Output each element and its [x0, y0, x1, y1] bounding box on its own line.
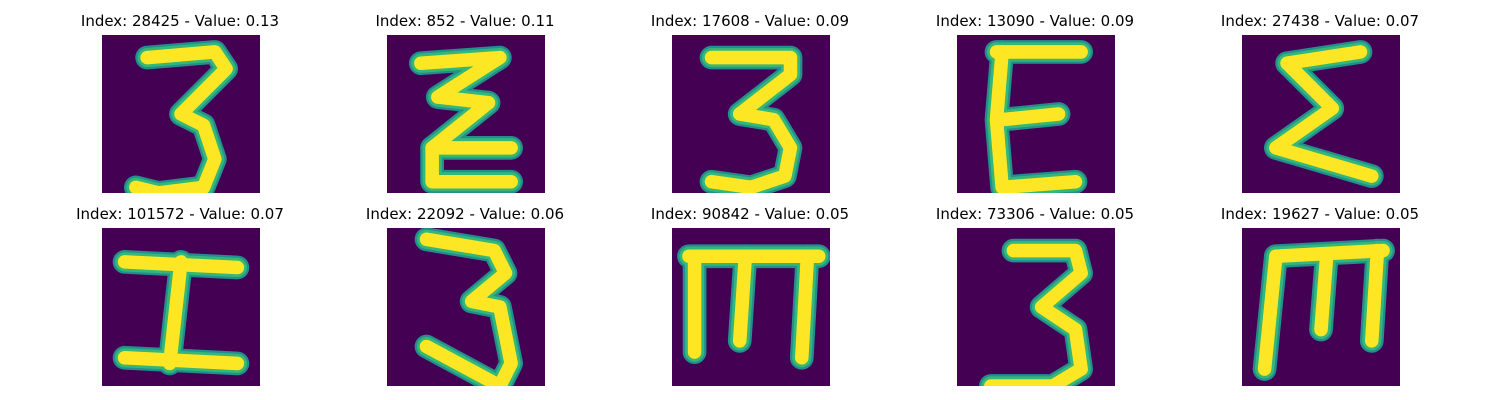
glyph-stroke: [1257, 249, 1283, 376]
image-panel: Index: 22092 - Value: 0.06: [350, 205, 580, 395]
panel-title: Index: 19627 - Value: 0.05: [1220, 205, 1420, 223]
glyph-stroke: [129, 45, 233, 193]
image-panel: Index: 90842 - Value: 0.05: [635, 205, 865, 395]
panel-title: Index: 22092 - Value: 0.06: [365, 205, 565, 223]
image-panel: Index: 852 - Value: 0.11: [350, 12, 580, 202]
panel-title: Index: 27438 - Value: 0.07: [1220, 12, 1420, 30]
image-panel: Index: 27438 - Value: 0.07: [1205, 12, 1435, 202]
handwritten-character-image: [387, 228, 545, 386]
handwritten-character-image: [387, 35, 545, 193]
handwritten-character-image: [957, 228, 1115, 386]
glyph-stroke: [704, 50, 798, 193]
glyph-stroke: [1314, 249, 1334, 337]
panel-title: Index: 90842 - Value: 0.05: [650, 205, 850, 223]
panel-title: Index: 852 - Value: 0.11: [375, 12, 555, 30]
glyph-stroke: [995, 107, 1066, 127]
glyph-stroke: [162, 255, 188, 371]
handwritten-character-image: [1242, 35, 1400, 193]
handwritten-character-image: [672, 228, 830, 386]
glyph-stroke: [795, 249, 815, 365]
glyph-stroke: [117, 351, 245, 371]
glyph-stroke: [414, 50, 518, 155]
glyph-stroke: [1280, 45, 1368, 70]
panel-title: Index: 17608 - Value: 0.09: [650, 12, 850, 30]
handwritten-character-image: [957, 35, 1115, 193]
glyph-stroke: [1269, 56, 1379, 183]
panel-title: Index: 28425 - Value: 0.13: [80, 12, 280, 30]
glyph-stroke: [1365, 243, 1385, 348]
glyph-stroke: [419, 232, 518, 386]
panel-title: Index: 73306 - Value: 0.05: [935, 205, 1135, 223]
image-panel: Index: 101572 - Value: 0.07: [65, 205, 295, 395]
glyph-stroke: [425, 141, 518, 189]
handwritten-character-image: [1242, 228, 1400, 386]
glyph-stroke: [984, 243, 1088, 386]
handwritten-character-image: [102, 228, 260, 386]
image-panel: Index: 73306 - Value: 0.05: [920, 205, 1150, 395]
glyph-stroke: [732, 249, 753, 348]
image-panel: Index: 13090 - Value: 0.09: [920, 12, 1150, 202]
panel-title: Index: 13090 - Value: 0.09: [935, 12, 1135, 30]
image-panel: Index: 19627 - Value: 0.05: [1205, 205, 1435, 395]
image-panel: Index: 28425 - Value: 0.13: [65, 12, 295, 202]
image-panel: Index: 17608 - Value: 0.09: [635, 12, 865, 202]
glyph-stroke: [989, 45, 1083, 193]
handwritten-character-image: [672, 35, 830, 193]
handwritten-character-image: [102, 35, 260, 193]
panel-title: Index: 101572 - Value: 0.07: [76, 205, 284, 223]
